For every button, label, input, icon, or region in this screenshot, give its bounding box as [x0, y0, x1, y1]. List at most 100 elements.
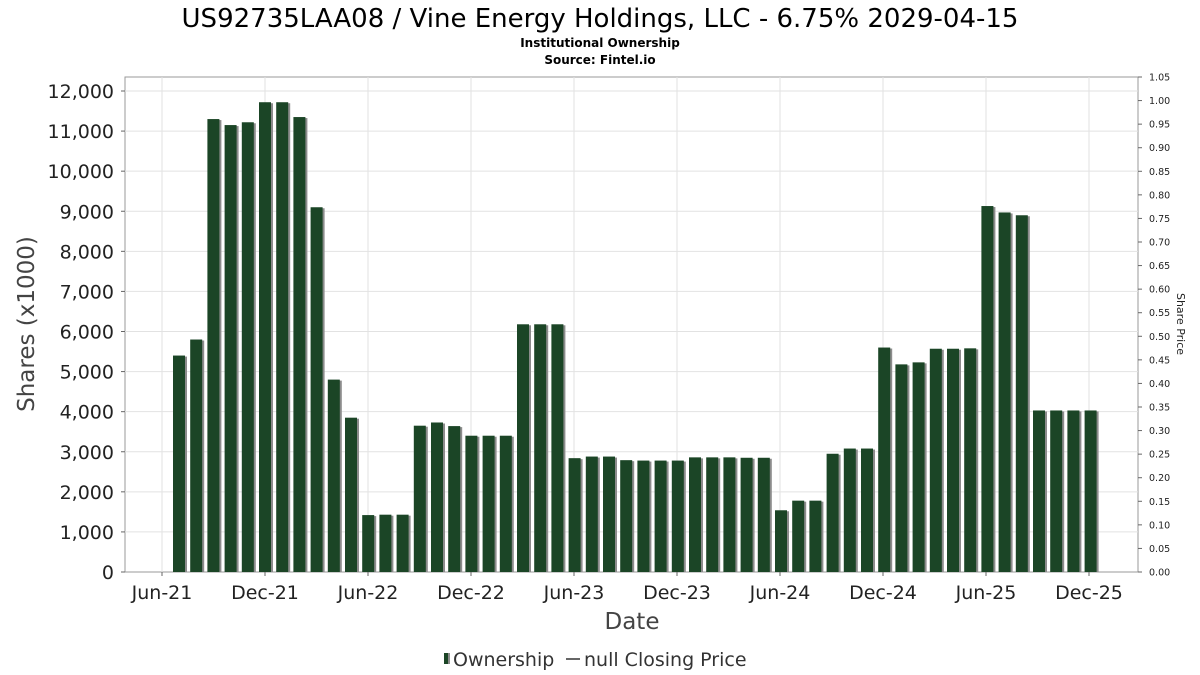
y-tick-label: 8,000	[60, 241, 114, 263]
ownership-bar	[809, 500, 822, 572]
x-tick-label: Jun-22	[337, 582, 399, 604]
y2-tick-label: 1.00	[1149, 96, 1170, 107]
y2-tick-label: 0.90	[1149, 143, 1170, 154]
y-tick-label: 9,000	[60, 201, 114, 223]
ownership-bar	[603, 456, 615, 572]
y2-tick-label: 1.05	[1149, 73, 1170, 84]
legend: Ownership null Closing Price	[444, 649, 747, 671]
y-tick-label: 3,000	[60, 442, 114, 464]
y-tick-label: 4,000	[60, 402, 114, 424]
legend-closing-price-label: null Closing Price	[584, 649, 747, 671]
ownership-bar	[1015, 215, 1028, 572]
ownership-bar	[775, 510, 787, 572]
ownership-bar	[1067, 410, 1080, 572]
y2-tick-label: 0.00	[1149, 568, 1170, 579]
ownership-bar	[190, 339, 203, 572]
y2-tick-label: 0.50	[1149, 332, 1170, 343]
ownership-bar	[413, 425, 426, 572]
ownership-bar	[293, 117, 306, 572]
x-tick-label: Jun-23	[543, 582, 605, 604]
ownership-bar	[568, 458, 581, 572]
legend-ownership-label: Ownership	[453, 649, 554, 671]
ownership-bar	[912, 362, 925, 572]
chart-title: US92735LAA08 / Vine Energy Holdings, LLC…	[182, 4, 1019, 34]
y2-tick-label: 0.25	[1149, 450, 1170, 461]
ownership-bar	[998, 212, 1011, 572]
y2-tick-label: 0.65	[1149, 261, 1170, 272]
ownership-bar	[517, 324, 529, 572]
y2-tick-label: 0.45	[1149, 355, 1170, 366]
ownership-bar	[1084, 410, 1097, 572]
y2-tick-label: 0.30	[1149, 426, 1170, 437]
y2-tick-label: 0.20	[1149, 473, 1170, 484]
ownership-bar	[224, 125, 237, 572]
ownership-bar	[981, 206, 994, 572]
ownership-bar	[689, 457, 701, 572]
ownership-bar	[310, 207, 323, 572]
y-tick-label: 10,000	[48, 161, 114, 183]
ownership-bar	[259, 102, 271, 573]
ownership-bar	[362, 515, 375, 572]
x-tick-label: Dec-25	[1055, 582, 1123, 604]
ownership-bar	[1033, 410, 1045, 572]
ownership-bar	[637, 460, 650, 572]
x-tick-label: Jun-24	[749, 582, 811, 604]
y2-tick-label: 0.85	[1149, 167, 1170, 178]
y2-tick-label: 0.75	[1149, 214, 1170, 225]
ownership-bar	[276, 102, 289, 573]
x-tick-label: Jun-25	[955, 582, 1017, 604]
ownership-bar	[740, 457, 753, 572]
y-tick-label: 11,000	[48, 121, 114, 143]
y2-tick-label: 0.40	[1149, 379, 1170, 390]
ownership-bar	[878, 347, 891, 572]
ownership-bar	[929, 348, 942, 572]
ownership-bar	[706, 457, 719, 572]
y2-axis-ticks: 0.00 0.05 0.10 0.15 0.20 0.25 0.30 0.35 0.40 0.45…	[1138, 73, 1170, 579]
x-axis-label: Date	[605, 609, 660, 635]
x-tick-label: Jun-21	[131, 582, 193, 604]
y2-tick-label: 0.95	[1149, 120, 1170, 131]
ownership-bar	[431, 422, 443, 572]
ownership-bar	[964, 348, 977, 572]
chart-subtitle-line-2: Source: Fintel.io	[544, 53, 655, 67]
x-tick-label: Dec-21	[231, 582, 299, 604]
y-tick-label: 5,000	[60, 362, 114, 384]
y-tick-label: 7,000	[60, 281, 114, 303]
ownership-bar	[620, 460, 633, 572]
y2-tick-label: 0.05	[1149, 544, 1170, 555]
ownership-bar	[327, 379, 340, 572]
ownership-bar	[534, 324, 547, 572]
y-tick-label: 6,000	[60, 322, 114, 344]
ownership-bar	[792, 500, 805, 572]
ownership-bar	[757, 457, 770, 572]
ownership-bar	[551, 324, 564, 572]
y2-tick-label: 0.60	[1149, 285, 1170, 296]
ownership-bar	[1050, 410, 1063, 572]
y2-tick-label: 0.10	[1149, 520, 1170, 531]
ownership-bar	[499, 435, 512, 572]
ownership-bar	[861, 448, 873, 572]
ownership-bar	[396, 514, 409, 572]
ownership-bar	[671, 460, 684, 572]
ownership-bar	[895, 364, 908, 572]
y2-tick-label: 0.70	[1149, 238, 1170, 249]
ownership-bar	[947, 348, 959, 572]
x-axis-ticks: Jun-21 Dec-21 Jun-22 Dec-22 Jun-23 Dec-23 Jun-…	[131, 572, 1123, 604]
ownership-bar	[448, 426, 461, 572]
legend-ownership-swatch	[444, 653, 448, 664]
ownership-bar	[654, 460, 667, 572]
ownership-bar	[482, 435, 495, 572]
ownership-bar	[345, 417, 357, 572]
chart-subtitle-line-1: Institutional Ownership	[520, 36, 680, 50]
x-tick-label: Dec-22	[437, 582, 505, 604]
y2-tick-label: 0.55	[1149, 308, 1170, 319]
ownership-bar	[465, 435, 478, 572]
ownership-bar	[585, 456, 598, 572]
ownership-bar	[843, 448, 856, 572]
ownership-bar	[173, 355, 185, 572]
y-axis-label: Shares (x1000)	[14, 236, 40, 412]
y-tick-label: 1,000	[60, 522, 114, 544]
y-tick-label: 2,000	[60, 482, 114, 504]
y2-axis-label: Share Price	[1174, 293, 1187, 355]
